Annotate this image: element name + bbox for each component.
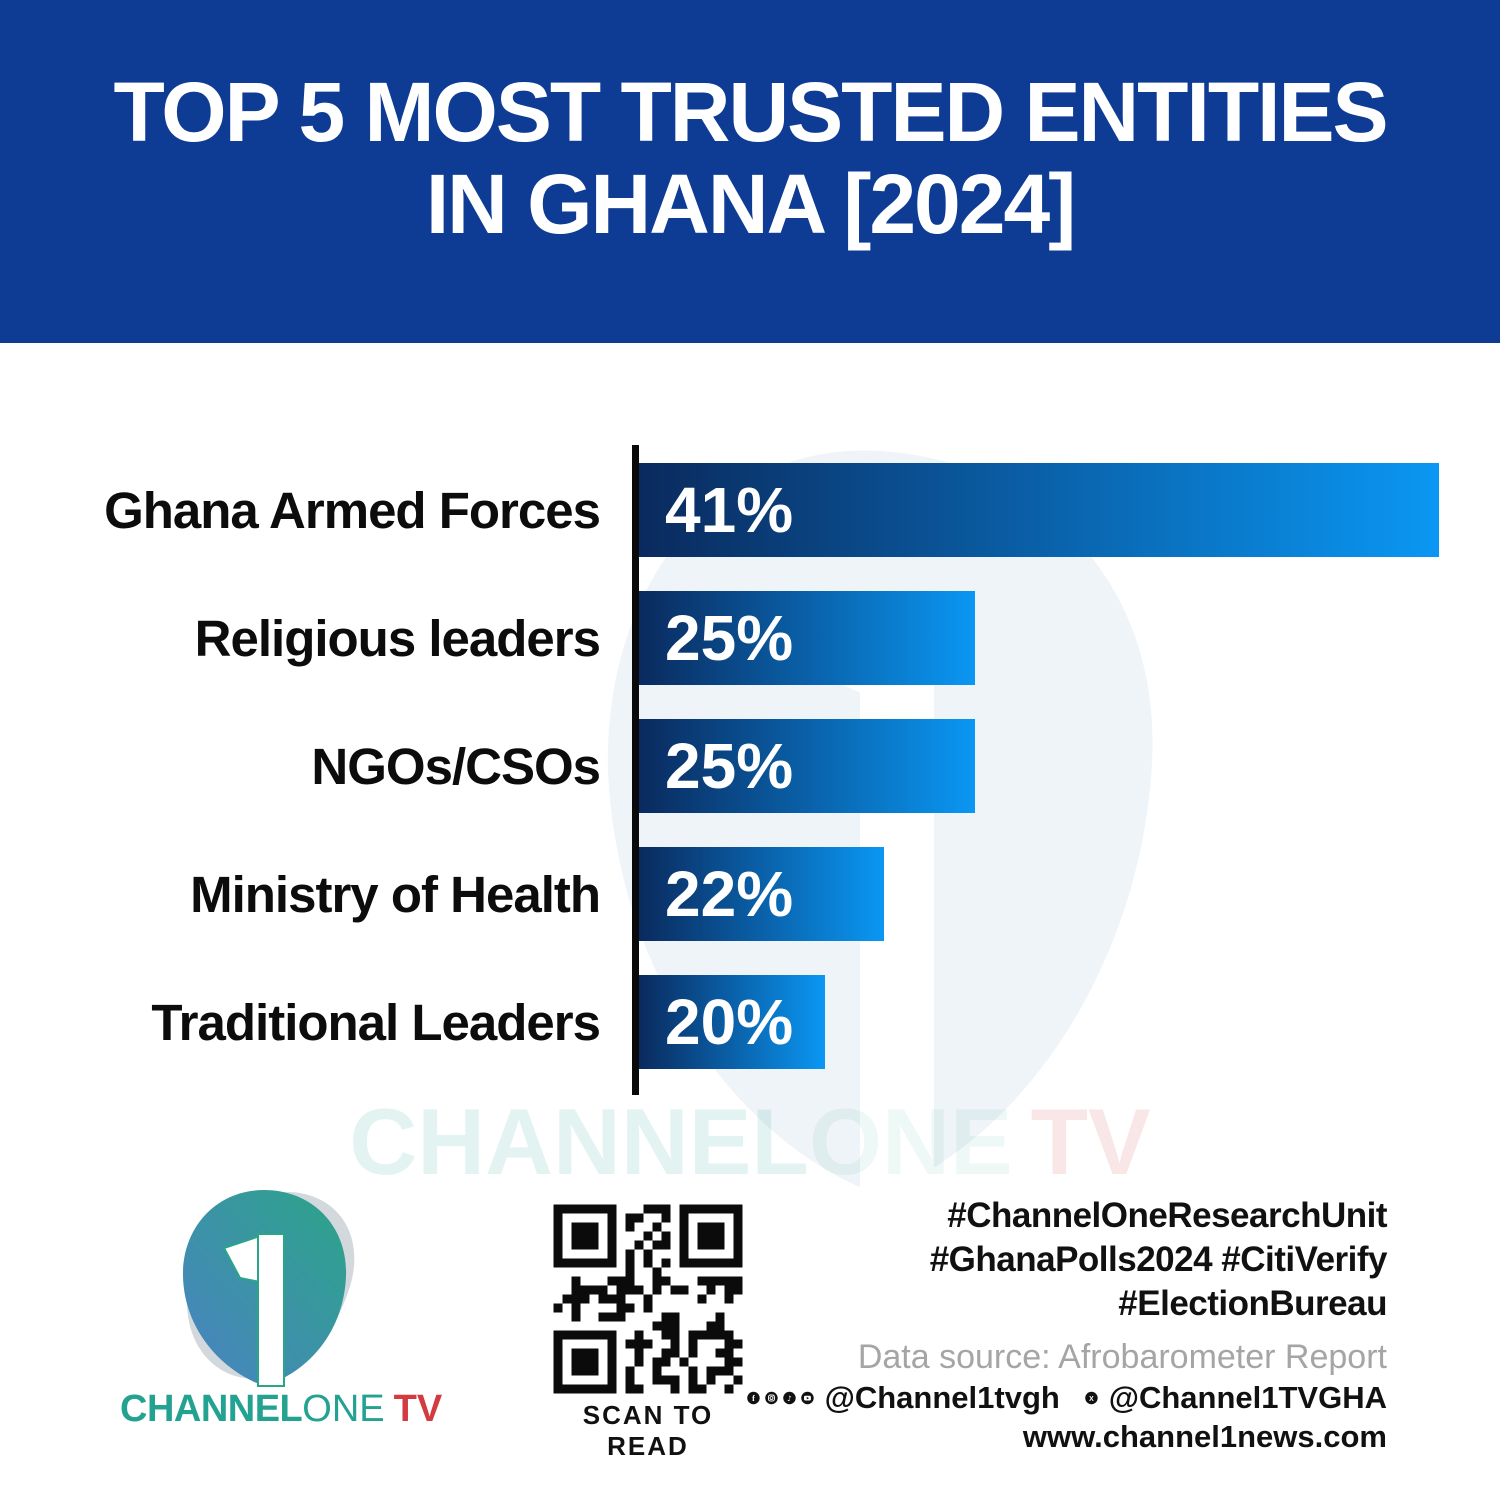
hashtags-line-1: #ChannelOneResearchUnit — [947, 1196, 1387, 1235]
footer-text-block: #ChannelOneResearchUnit #GhanaPolls2024 … — [747, 1194, 1388, 1455]
data-source: Data source: Afrobarometer Report — [857, 1338, 1387, 1376]
bar-ghana-armed-forces: 41% — [639, 463, 1439, 557]
tiktok-icon: ♪ — [783, 1391, 796, 1405]
value-label: 25% — [665, 602, 794, 674]
bar-ngos-csos: 25% — [639, 719, 975, 813]
social-handle-2: @Channel1TVGHA — [1108, 1380, 1387, 1415]
svg-text:f: f — [752, 1394, 755, 1403]
category-label: Religious leaders — [194, 609, 601, 667]
hashtags-line-3: #ElectionBureau — [1118, 1284, 1387, 1323]
qr-code — [552, 1203, 744, 1395]
svg-text:X: X — [1089, 1396, 1094, 1403]
hashtags-line-2: #GhanaPolls2024 #CitiVerify — [929, 1240, 1388, 1279]
svg-text:♪: ♪ — [787, 1394, 792, 1403]
social-handle-1: @Channel1tvgh — [824, 1380, 1060, 1415]
chart-row: Traditional Leaders 20% — [0, 975, 1500, 1069]
instagram-icon — [765, 1391, 778, 1405]
channel-one-logo — [182, 1190, 355, 1387]
watermark-channel: CHANNEL — [349, 1089, 809, 1194]
chart-row: Religious leaders 25% — [0, 591, 1500, 685]
value-label: 20% — [665, 986, 794, 1058]
youtube-icon — [800, 1391, 814, 1405]
chart-row: Ministry of Health 22% — [0, 847, 1500, 941]
category-label: Ghana Armed Forces — [104, 481, 601, 539]
category-label: Traditional Leaders — [151, 993, 601, 1051]
category-label: NGOs/CSOs — [311, 737, 601, 795]
logo-wordmark: CHANNELONE TV — [120, 1388, 442, 1431]
channel-one-watermark: CHANNELONE TV — [0, 1088, 1500, 1196]
chart-row: NGOs/CSOs 25% — [0, 719, 1500, 813]
logo-text-one: ONE — [302, 1388, 385, 1430]
bar-religious-leaders: 25% — [639, 591, 975, 685]
facebook-icon: f — [747, 1391, 760, 1405]
bar-ministry-of-health: 22% — [639, 847, 884, 941]
bar-traditional-leaders: 20% — [639, 975, 825, 1069]
chart-row: Ghana Armed Forces 41% — [0, 463, 1500, 557]
logo-text-tv: TV — [393, 1388, 443, 1430]
watermark-tv: TV — [1030, 1089, 1151, 1194]
qr-caption: SCAN TO READ — [582, 1400, 714, 1461]
title-line-2: IN GHANA [2024] — [425, 157, 1076, 251]
bar-chart: Ghana Armed Forces 41% Religious leaders… — [0, 343, 1500, 1213]
header-banner: TOP 5 MOST TRUSTED ENTITIES IN GHANA [20… — [0, 0, 1500, 343]
value-label: 25% — [665, 730, 794, 802]
value-label: 41% — [665, 474, 794, 546]
x-icon: X — [1085, 1391, 1098, 1405]
watermark-one: ONE — [808, 1089, 1013, 1194]
logo-text-channel: CHANNEL — [120, 1388, 303, 1430]
website-url: www.channel1news.com — [1022, 1419, 1387, 1454]
value-label: 22% — [665, 858, 794, 930]
category-label: Ministry of Health — [190, 865, 601, 923]
social-row: f ♪ @Channel1tvgh X @Channel — [747, 1381, 1387, 1415]
chart-axis-line — [632, 445, 639, 1095]
page-title: TOP 5 MOST TRUSTED ENTITIES IN GHANA [20… — [0, 66, 1500, 250]
title-line-1: TOP 5 MOST TRUSTED ENTITIES — [113, 65, 1388, 159]
